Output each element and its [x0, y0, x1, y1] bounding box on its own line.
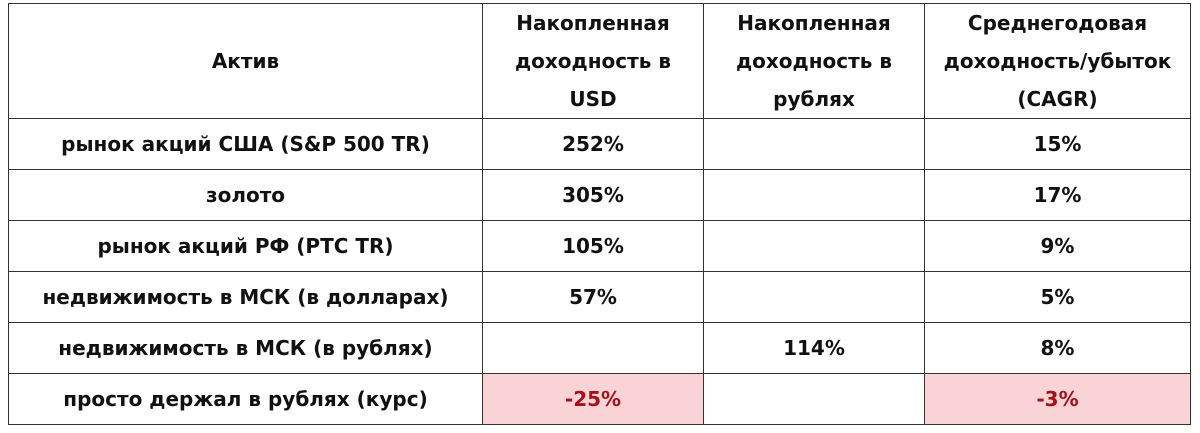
table-row: недвижимость в МСК (в долларах) 57% 5% — [8, 271, 1191, 323]
asset-name: золото — [8, 169, 483, 221]
header-row: Актив Накопленная доходность в USD Накопленн… — [8, 3, 1191, 119]
value-cell: 114% — [703, 322, 925, 374]
value-cell: 105% — [482, 220, 704, 272]
value-cell — [482, 322, 704, 374]
value-cell — [703, 373, 925, 425]
header-line: Актив — [211, 49, 280, 73]
asset-name: рынок акций РФ (РТС TR) — [8, 220, 483, 272]
value-cell: 15% — [924, 118, 1191, 170]
value-cell — [703, 169, 925, 221]
asset-name: недвижимость в МСК (в рублях) — [8, 322, 483, 374]
value-cell — [703, 271, 925, 323]
returns-table: Актив Накопленная доходность в USD Накопленн… — [8, 3, 1191, 425]
header-line: USD — [569, 87, 617, 111]
value-cell: 57% — [482, 271, 704, 323]
column-header: Среднегодовая доходность/убыток (CAGR) — [924, 3, 1191, 119]
header-line: Накопленная — [516, 11, 670, 35]
header-line: доходность в — [515, 49, 671, 73]
column-header: Актив — [8, 3, 483, 119]
column-header: Накопленная доходность в рублях — [703, 3, 925, 119]
value-cell: 305% — [482, 169, 704, 221]
header-line: доходность/убыток — [943, 49, 1172, 73]
table-row: рынок акций РФ (РТС TR) 105% 9% — [8, 220, 1191, 272]
header-line: Среднегодовая — [967, 11, 1148, 35]
table-row: золото 305% 17% — [8, 169, 1191, 221]
header-line: Накопленная — [737, 11, 891, 35]
value-cell — [703, 118, 925, 170]
table-row: рынок акций США (S&P 500 TR) 252% 15% — [8, 118, 1191, 170]
table-row: недвижимость в МСК (в рублях) 114% 8% — [8, 322, 1191, 374]
asset-name: рынок акций США (S&P 500 TR) — [8, 118, 483, 170]
asset-name: недвижимость в МСК (в долларах) — [8, 271, 483, 323]
asset-name: просто держал в рублях (курс) — [8, 373, 483, 425]
value-cell: 9% — [924, 220, 1191, 272]
value-cell: -25% — [482, 373, 704, 425]
value-cell: 5% — [924, 271, 1191, 323]
value-cell: 8% — [924, 322, 1191, 374]
value-cell: -3% — [924, 373, 1191, 425]
header-line: (CAGR) — [1017, 87, 1098, 111]
table-row: просто держал в рублях (курс) -25% -3% — [8, 373, 1191, 425]
value-cell: 252% — [482, 118, 704, 170]
value-cell: 17% — [924, 169, 1191, 221]
table-container: Актив Накопленная доходность в USD Накопленн… — [8, 3, 1191, 430]
value-cell — [703, 220, 925, 272]
header-line: доходность в — [736, 49, 892, 73]
column-header: Накопленная доходность в USD — [482, 3, 704, 119]
header-line: рублях — [773, 87, 855, 111]
